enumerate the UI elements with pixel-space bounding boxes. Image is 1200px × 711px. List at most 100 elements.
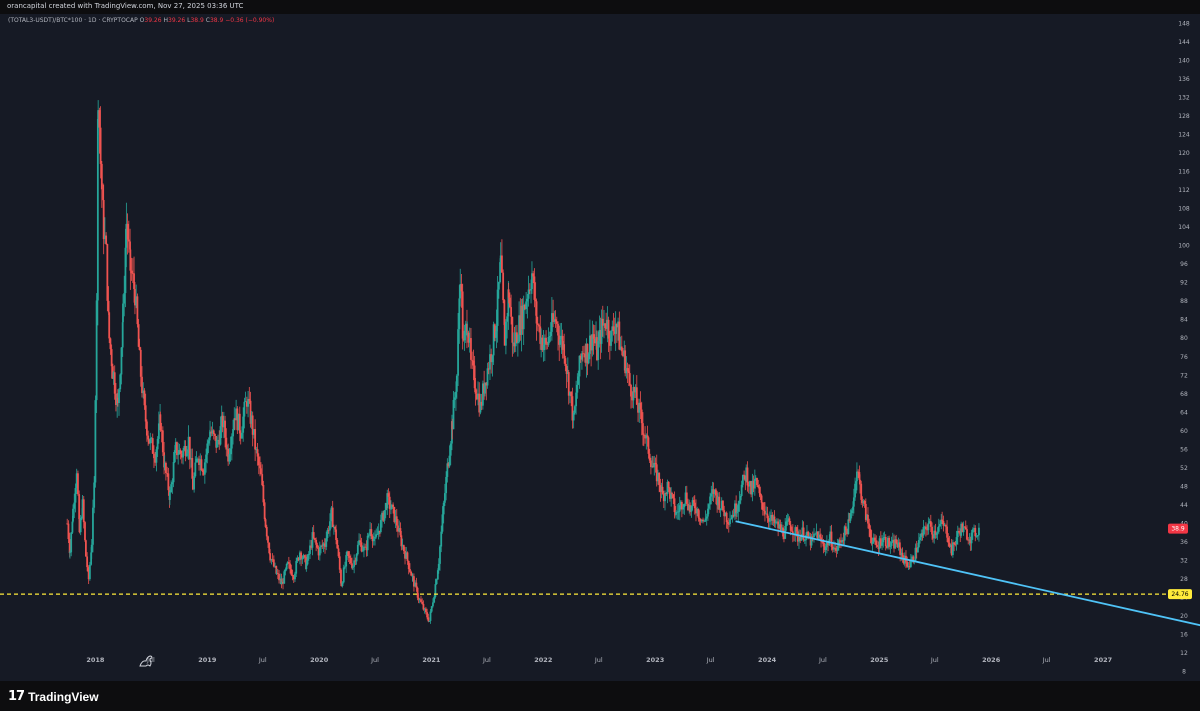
candle-body: [96, 118, 99, 301]
price-tick-label: 68: [1180, 391, 1188, 398]
candle-body: [433, 596, 436, 603]
candle-body: [626, 368, 629, 372]
candle-body: [799, 536, 802, 541]
candle-body: [219, 426, 222, 445]
candle-body: [77, 473, 79, 495]
candle-body: [612, 326, 615, 332]
candle-body: [702, 519, 704, 522]
candle-body: [432, 602, 434, 607]
candle-body: [95, 300, 98, 401]
candle-body: [157, 423, 160, 439]
candle-body: [763, 509, 765, 511]
candle-body: [654, 462, 657, 465]
candle-body: [669, 487, 671, 499]
candle-body: [347, 551, 350, 556]
candle-body: [130, 270, 133, 274]
time-tick-label: Jul: [930, 656, 939, 664]
candle-body: [722, 500, 724, 511]
candle-body: [664, 493, 666, 502]
candle-body: [302, 555, 305, 559]
candle-body: [290, 569, 293, 575]
overlay-layer: [0, 520, 1200, 627]
candle-body: [105, 235, 108, 245]
candle-body: [723, 510, 726, 517]
candle-body: [715, 489, 717, 496]
candle-body: [239, 433, 242, 439]
candle-body: [637, 404, 639, 413]
candle-body: [731, 515, 734, 519]
candle-body: [648, 453, 651, 461]
candle-body: [172, 462, 175, 483]
tradingview-logo[interactable]: 17 TradingView: [8, 689, 99, 704]
candle-body: [585, 343, 588, 363]
candle-body: [567, 372, 570, 396]
price-tick-label: 32: [1180, 558, 1188, 565]
candle-body: [460, 284, 463, 292]
candle-body: [324, 544, 326, 547]
candle-body: [296, 557, 299, 562]
candle-body: [106, 244, 109, 301]
candle-body: [453, 397, 456, 400]
dragon-icon[interactable]: [139, 655, 153, 667]
candle-body: [149, 438, 152, 444]
symbol-name[interactable]: (TOTAL3-USDT)/BTC*100 · 1D · CRYPTOCAP: [8, 17, 138, 24]
header-bar: orancapital created with TradingView.com…: [0, 0, 1200, 14]
candle-body: [470, 338, 472, 360]
candle-body: [397, 525, 399, 532]
candle-body: [813, 533, 815, 538]
candle-body: [250, 415, 253, 424]
candle-body: [591, 334, 594, 351]
candle-body: [693, 502, 696, 509]
candle-body: [463, 330, 466, 341]
trendline: [735, 520, 1200, 627]
candle-body: [211, 430, 214, 434]
candle-body: [928, 521, 931, 524]
candle-body: [183, 445, 186, 451]
open-label: O: [139, 17, 145, 24]
candle-body: [607, 319, 610, 339]
candle-body: [493, 324, 496, 338]
candle-body: [844, 526, 847, 531]
candle-body: [882, 538, 885, 543]
candle-body: [119, 374, 122, 390]
candle-body: [270, 559, 273, 561]
price-tick-label: 12: [1180, 650, 1188, 657]
candle-body: [177, 454, 180, 456]
candle-body: [303, 555, 306, 557]
price-axis[interactable]: 8121620242832364044485256606468727680848…: [1178, 20, 1190, 675]
candle-body: [88, 564, 91, 580]
candle-body: [944, 525, 947, 527]
candle-body: [730, 518, 733, 520]
time-tick-label: 2021: [422, 656, 441, 664]
price-tick-label: 28: [1180, 576, 1188, 583]
candle-body: [280, 581, 283, 585]
candle-body: [635, 387, 638, 405]
candle-body: [201, 470, 204, 472]
time-axis[interactable]: 2018 Jul 2019 Jul 2020 Jul 2021 Jul 2022 Jul 2023 J…: [86, 656, 1112, 664]
candle-body: [94, 400, 97, 483]
candle-body: [449, 443, 452, 456]
candle-body: [687, 503, 689, 511]
candle-body: [352, 566, 354, 568]
candle-body: [340, 569, 342, 584]
candle-body: [846, 530, 849, 534]
low-label: L: [187, 17, 191, 24]
candle-body: [734, 503, 736, 517]
candle-body: [718, 496, 721, 511]
candle-body: [510, 307, 513, 317]
candle-body: [107, 300, 110, 313]
candle-body: [862, 500, 865, 503]
candle-body: [886, 537, 889, 548]
candle-body: [933, 530, 936, 539]
candle-body: [191, 478, 194, 490]
candle-body: [86, 556, 89, 568]
candle-body: [491, 355, 494, 363]
candle-body: [306, 555, 309, 565]
candle-body: [170, 484, 173, 492]
candle-body: [575, 392, 578, 407]
candle-body: [187, 449, 189, 454]
candle-body: [783, 536, 785, 539]
candle-body: [854, 483, 856, 498]
chart-canvas[interactable]: 8121620242832364044485256606468727680848…: [0, 14, 1200, 681]
candle-body: [754, 477, 757, 479]
